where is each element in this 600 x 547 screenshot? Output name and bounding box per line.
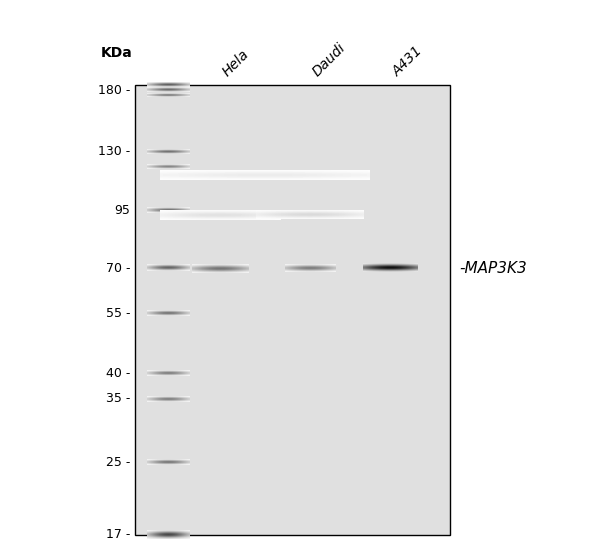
Text: 70 -: 70 - [106, 261, 130, 275]
Text: 95: 95 [115, 204, 130, 217]
Text: -MAP3K3: -MAP3K3 [459, 261, 527, 276]
Text: 35 -: 35 - [106, 392, 130, 405]
Text: KDa: KDa [100, 46, 132, 60]
Text: 55 -: 55 - [106, 307, 130, 320]
Text: 180 -: 180 - [98, 84, 130, 97]
Text: 17 -: 17 - [106, 528, 130, 542]
Bar [135, 85, 450, 535]
Text: 130 -: 130 - [98, 145, 130, 158]
Text: Hela: Hela [220, 48, 252, 79]
Text: A431: A431 [390, 44, 425, 79]
Text: 40 -: 40 - [106, 367, 130, 380]
Text: 25 -: 25 - [106, 456, 130, 469]
Text: Daudi: Daudi [310, 41, 349, 79]
